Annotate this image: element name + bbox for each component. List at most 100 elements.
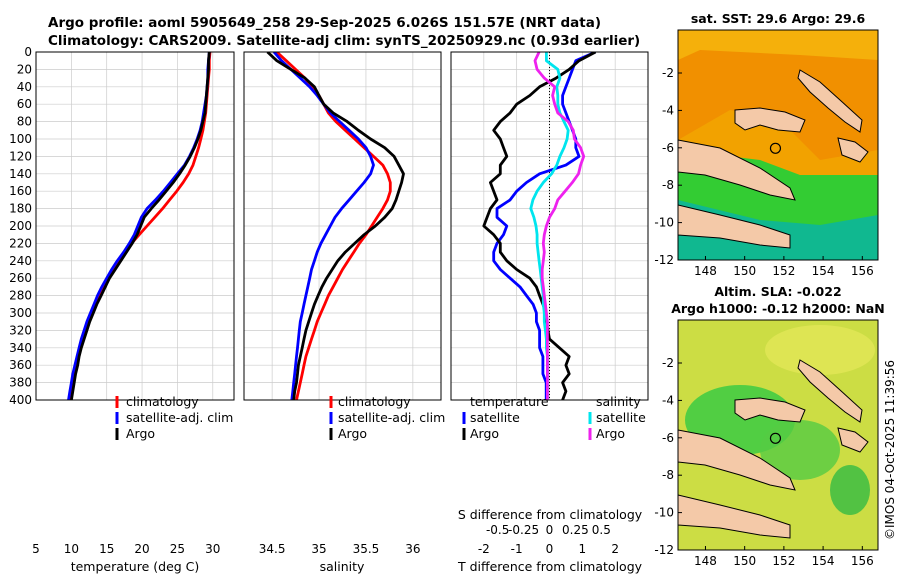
sst-lon-tick-labels: 148 150 152 154 156	[694, 256, 874, 278]
sst-map-field	[678, 30, 878, 260]
y-tick-label: 100	[9, 132, 32, 146]
x-tick-label: -2	[478, 542, 490, 556]
x-tick-label: -1	[511, 542, 523, 556]
x-tick-label: 35	[311, 542, 326, 556]
salinity-axes-frame	[243, 51, 442, 401]
depth-tick-labels: 0 20 40 60 80 100 120 140 160 180 200 220 240 260 280 3…	[9, 45, 32, 407]
temperature-tick-labels: 5 10 15 20 25 30	[32, 542, 220, 556]
map-lat-label: -6	[662, 431, 674, 445]
sst-warm-region	[678, 30, 878, 160]
y-tick-label: 280	[9, 289, 32, 303]
legend2-argo-label: Argo	[338, 426, 367, 441]
map-lon-label: 148	[694, 264, 717, 278]
difference-panel: -2 -1 0 1 2 -0.5-0.25 0 0.25 0.5 S difference f…	[450, 51, 649, 574]
x-tick-label: 30	[205, 542, 220, 556]
legend2-climatology-label: climatology	[338, 394, 411, 409]
map-lat-label: -12	[654, 253, 674, 267]
temperature-xlabel: temperature (deg C)	[71, 559, 200, 574]
p3-argo-salinity-line	[533, 52, 586, 400]
legend-climatology-label: climatology	[126, 394, 199, 409]
y-tick-label: 200	[9, 219, 32, 233]
y-tick-label: 360	[9, 358, 32, 372]
legend3-s-argo-label: Argo	[596, 426, 625, 441]
p1-argo-line	[70, 52, 211, 400]
map-lon-label: 150	[733, 554, 756, 568]
x-tick-label: 1	[579, 542, 587, 556]
legend3-s-satellite-label: satellite	[596, 410, 646, 425]
difference-legend: temperature satellite Argo salinity sate…	[462, 394, 646, 441]
sst-coast-new-guinea	[678, 204, 791, 249]
x-tick-label: 5	[32, 542, 40, 556]
sla-argo-marker	[769, 432, 782, 444]
x-tick-label: 20	[134, 542, 149, 556]
y-tick-label: 40	[17, 80, 32, 94]
sla-coast-peninsula	[678, 429, 796, 491]
y-tick-label: 400	[9, 393, 32, 407]
temperature-axes-frame	[35, 51, 235, 401]
s-tick-label: 0.5	[592, 523, 611, 537]
y-tick-label: 240	[9, 254, 32, 268]
x-tick-label: 0	[546, 542, 554, 556]
sst-coast-new-britain	[734, 107, 806, 133]
sla-high	[765, 325, 875, 375]
x-tick-label: 34.5	[259, 542, 286, 556]
y-tick-label: 160	[9, 184, 32, 198]
map-lat-label: -10	[654, 506, 674, 520]
sst-coast-new-ireland	[797, 69, 863, 133]
title-line-1: Argo profile: aoml 5905649_258 29-Sep-20…	[48, 15, 601, 31]
y-tick-label: 300	[9, 306, 32, 320]
sla-map: Altim. SLA: -0.022 Argo h1000: -0.12 h20…	[654, 284, 884, 568]
sst-argo-marker	[769, 142, 782, 154]
sla-lat-tick-labels: -2 -4 -6 -8 -10 -12	[654, 356, 682, 557]
sst-north-region	[678, 30, 878, 60]
y-tick-label: 120	[9, 149, 32, 163]
salinity-xlabel: salinity	[320, 559, 365, 574]
p3-argo-temperature-line	[482, 52, 597, 400]
map-lon-label: 150	[733, 264, 756, 278]
sla-map-frame	[677, 319, 879, 551]
map-lat-label: -10	[654, 216, 674, 230]
y-tick-label: 60	[17, 97, 32, 111]
temperature-lines	[67, 52, 212, 400]
legend2-satellite-label: satellite-adj. clim	[338, 410, 445, 425]
y-tick-label: 320	[9, 323, 32, 337]
sla-coast-new-ireland	[797, 359, 863, 423]
s-difference-tick-labels: -0.5-0.25 0 0.25 0.5	[486, 523, 611, 537]
map-lat-label: -4	[662, 393, 674, 407]
difference-lines	[482, 52, 597, 400]
salinity-grid	[244, 51, 441, 401]
legend-argo-label: Argo	[126, 426, 155, 441]
salinity-legend: climatology satellite-adj. clim Argo	[329, 394, 445, 441]
x-tick-label: 2	[611, 542, 619, 556]
s-tick-label: -0.5	[486, 523, 509, 537]
legend-satellite-label: satellite-adj. clim	[126, 410, 233, 425]
y-tick-label: 220	[9, 236, 32, 250]
y-tick-label: 20	[17, 62, 32, 76]
sst-coast-peninsula	[678, 139, 796, 201]
sst-map-title: sat. SST: 29.6 Argo: 29.6	[691, 11, 866, 26]
s-difference-xlabel: S difference from climatology	[458, 507, 643, 522]
temperature-panel: 0 20 40 60 80 100 120 140 160 180 200 220 240 260 280 3…	[9, 45, 235, 574]
sla-map-title-1: Altim. SLA: -0.022	[714, 284, 841, 299]
y-tick-label: 0	[24, 45, 32, 59]
t-difference-tick-labels: -2 -1 0 1 2	[478, 542, 619, 556]
y-tick-label: 80	[17, 115, 32, 129]
x-tick-label: 10	[64, 542, 79, 556]
credit-text: ©IMOS 04-Oct-2025 11:39:56	[883, 360, 897, 540]
map-lon-label: 154	[812, 264, 835, 278]
y-tick-label: 380	[9, 376, 32, 390]
sla-map-field	[678, 320, 878, 550]
difference-axes-frame	[450, 51, 649, 401]
map-lon-label: 156	[851, 554, 874, 568]
sla-map-title-2: Argo h1000: -0.12 h2000: NaN	[671, 301, 885, 316]
legend3-t-argo-label: Argo	[470, 426, 499, 441]
map-lon-label: 154	[812, 554, 835, 568]
sst-coast-bougainville	[837, 137, 869, 163]
salinity-tick-labels: 34.5 35 35.5 36	[259, 542, 421, 556]
y-tick-label: 140	[9, 167, 32, 181]
map-lon-label: 148	[694, 554, 717, 568]
s-tick-label: 0	[546, 523, 554, 537]
sst-map: sat. SST: 29.6 Argo: 29.6 148 150 152 154 15…	[654, 11, 879, 278]
